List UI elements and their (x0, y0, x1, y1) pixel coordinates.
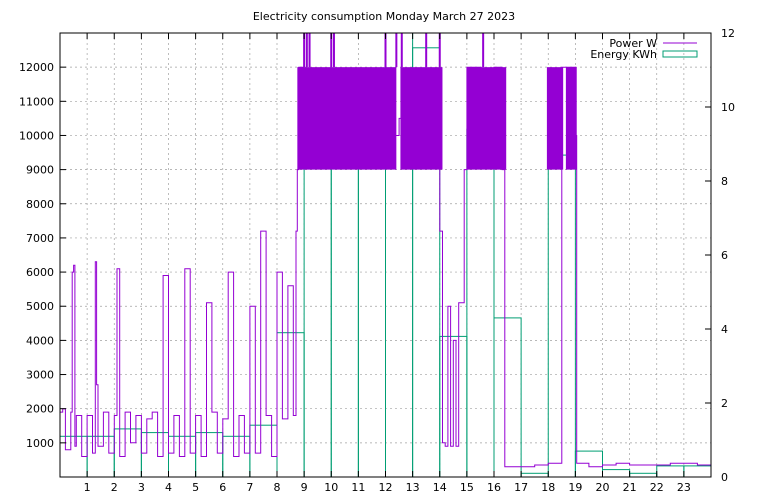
x-tick-label: 4 (165, 481, 172, 494)
y-left-tick-label: 2000 (26, 403, 54, 416)
legend-label-power: Power W (609, 37, 657, 50)
y-left-tick-label: 9000 (26, 164, 54, 177)
y-left-tick-label: 8000 (26, 198, 54, 211)
power-band (297, 67, 397, 170)
chart-title: Electricity consumption Monday March 27 … (253, 10, 515, 23)
y-left-tick-label: 1000 (26, 437, 54, 450)
legend: Power W Energy KWh (590, 37, 698, 61)
x-tick-label: 11 (351, 481, 365, 494)
y-right-tick-label: 8 (721, 175, 728, 188)
y-right-tick-label: 4 (721, 323, 728, 336)
y-right-tick-label: 12 (721, 27, 735, 40)
y-right-tick-label: 10 (721, 101, 735, 114)
x-tick-label: 18 (541, 481, 555, 494)
y-right-tick-label: 6 (721, 249, 728, 262)
x-tick-label: 14 (433, 481, 447, 494)
x-tick-label: 3 (138, 481, 145, 494)
y-left-tick-label: 12000 (19, 61, 54, 74)
x-tick-label: 19 (568, 481, 582, 494)
x-tick-label: 2 (111, 481, 118, 494)
y-left-tick-label: 6000 (26, 266, 54, 279)
x-tick-label: 10 (324, 481, 338, 494)
legend-label-energy: Energy KWh (590, 48, 657, 61)
legend-swatch-energy (662, 50, 698, 58)
y-right-tick-label: 0 (721, 471, 728, 484)
x-tick-label: 7 (246, 481, 253, 494)
x-tick-label: 20 (596, 481, 610, 494)
y-left-tick-label: 11000 (19, 95, 54, 108)
y-left-tick-label: 3000 (26, 369, 54, 382)
y-left-tick-label: 7000 (26, 232, 54, 245)
x-tick-label: 13 (406, 481, 420, 494)
x-tick-label: 15 (460, 481, 474, 494)
x-tick-label: 16 (487, 481, 501, 494)
power-band (565, 67, 577, 170)
power-band (466, 67, 507, 170)
x-tick-label: 23 (677, 481, 691, 494)
x-tick-label: 9 (301, 481, 308, 494)
x-tick-label: 12 (379, 481, 393, 494)
power-line-group (60, 33, 711, 468)
y-left-tick-label: 4000 (26, 334, 54, 347)
x-tick-label: 8 (274, 481, 281, 494)
x-tick-label: 22 (650, 481, 664, 494)
power-band (400, 67, 443, 170)
x-tick-label: 6 (219, 481, 226, 494)
y-left-tick-label: 10000 (19, 129, 54, 142)
x-tick-label: 5 (192, 481, 199, 494)
x-tick-label: 1 (84, 481, 91, 494)
axes-ticks: 1 2 3 4 5 6 7 8 9 10 11 12 13 14 15 16 17 18 19 20 21 22 23100… (19, 27, 735, 494)
x-tick-label: 21 (623, 481, 637, 494)
y-right-tick-label: 2 (721, 397, 728, 410)
power-band (546, 67, 564, 170)
x-tick-label: 17 (514, 481, 528, 494)
y-left-tick-label: 5000 (26, 300, 54, 313)
